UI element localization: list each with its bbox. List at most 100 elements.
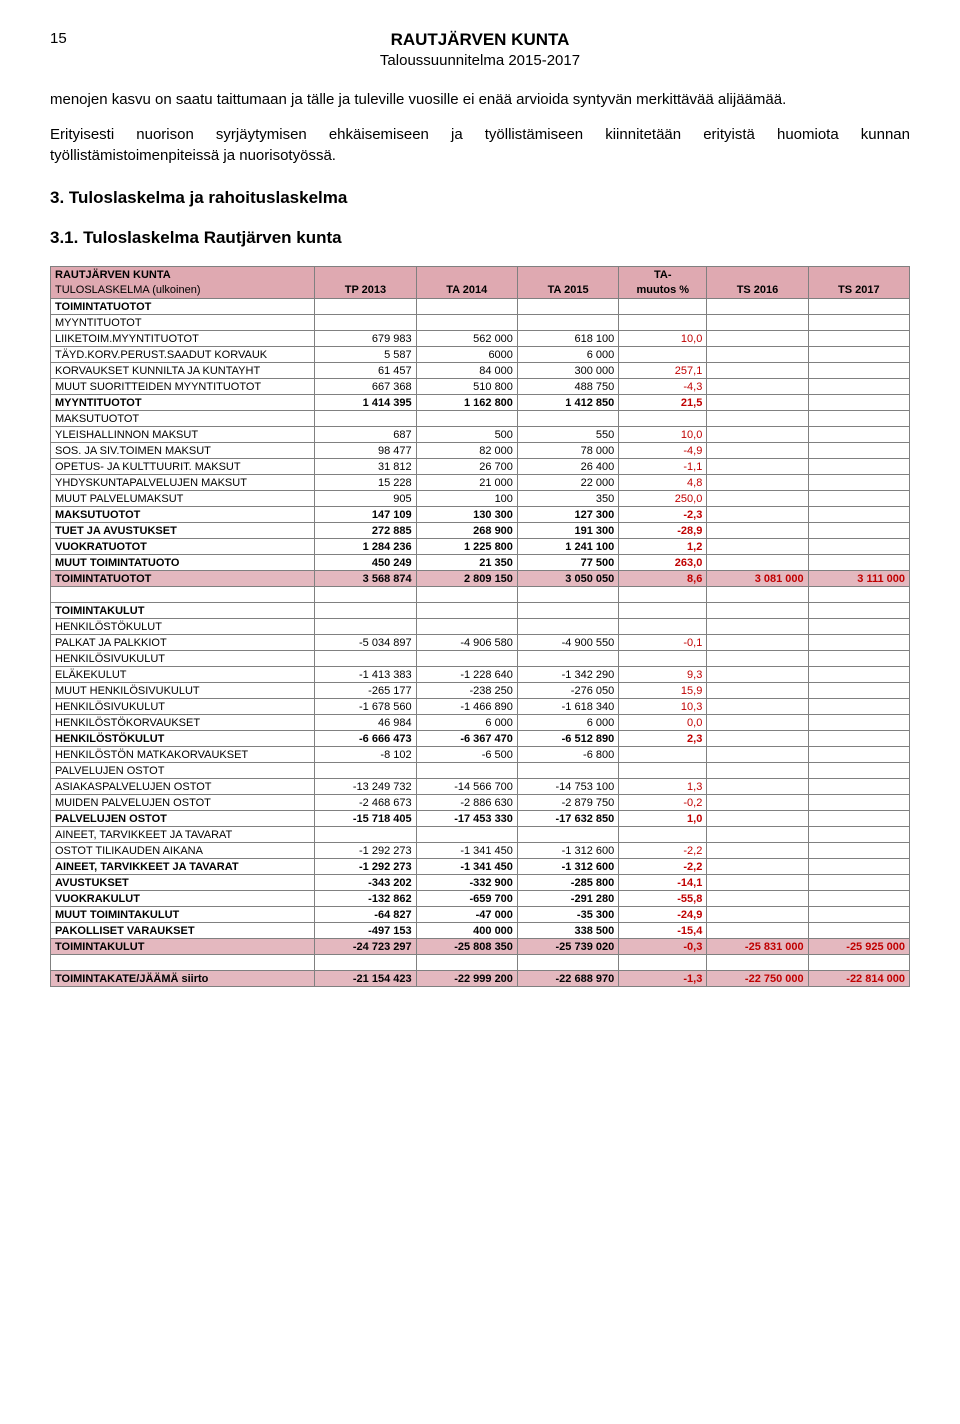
table-cell bbox=[808, 395, 909, 411]
table-cell: -25 739 020 bbox=[517, 939, 618, 955]
table-cell bbox=[707, 731, 808, 747]
row-label: PALVELUJEN OSTOT bbox=[51, 811, 315, 827]
row-label: AINEET, TARVIKKEET JA TAVARAT bbox=[51, 859, 315, 875]
table-row: HENKILÖSIVUKULUT bbox=[51, 651, 910, 667]
row-label: MUUT TOIMINTATUOTO bbox=[51, 555, 315, 571]
table-cell: -2,2 bbox=[619, 859, 707, 875]
table-cell bbox=[707, 955, 808, 971]
table-cell: 338 500 bbox=[517, 923, 618, 939]
table-row: MUUT SUORITTEIDEN MYYNTITUOTOT667 368510… bbox=[51, 379, 910, 395]
table-cell bbox=[707, 619, 808, 635]
table-cell: 9,3 bbox=[619, 667, 707, 683]
row-label: HENKILÖSIVUKULUT bbox=[51, 699, 315, 715]
row-label: PALVELUJEN OSTOT bbox=[51, 763, 315, 779]
table-cell bbox=[416, 827, 517, 843]
table-cell: -1,1 bbox=[619, 459, 707, 475]
table-header-cell: TP 2013 bbox=[315, 283, 416, 299]
table-cell: -1 413 383 bbox=[315, 667, 416, 683]
table-cell: -1 341 450 bbox=[416, 843, 517, 859]
table-cell: 147 109 bbox=[315, 507, 416, 523]
table-cell: -6 367 470 bbox=[416, 731, 517, 747]
table-row: MAKSUTUOTOT147 109130 300127 300-2,3 bbox=[51, 507, 910, 523]
table-cell bbox=[707, 795, 808, 811]
table-cell: 2 809 150 bbox=[416, 571, 517, 587]
table-cell bbox=[808, 811, 909, 827]
table-cell bbox=[315, 267, 416, 283]
table-row: VUOKRATUOTOT1 284 2361 225 8001 241 1001… bbox=[51, 539, 910, 555]
table-cell: -4 900 550 bbox=[517, 635, 618, 651]
table-cell bbox=[707, 539, 808, 555]
row-label: HENKILÖSTÖN MATKAKORVAUKSET bbox=[51, 747, 315, 763]
table-row: LIIKETOIM.MYYNTITUOTOT679 983562 000618 … bbox=[51, 331, 910, 347]
table-row: SOS. JA SIV.TOIMEN MAKSUT98 47782 00078 … bbox=[51, 443, 910, 459]
table-cell: -13 249 732 bbox=[315, 779, 416, 795]
table-cell: 272 885 bbox=[315, 523, 416, 539]
table-cell: 100 bbox=[416, 491, 517, 507]
table-cell bbox=[808, 539, 909, 555]
table-cell bbox=[416, 267, 517, 283]
table-cell bbox=[808, 619, 909, 635]
table-cell bbox=[808, 459, 909, 475]
table-cell bbox=[707, 635, 808, 651]
table-cell: TA- bbox=[619, 267, 707, 283]
table-row: TUET JA AVUSTUKSET272 885268 900191 300-… bbox=[51, 523, 910, 539]
table-cell: 350 bbox=[517, 491, 618, 507]
table-cell: 82 000 bbox=[416, 443, 517, 459]
table-cell bbox=[707, 475, 808, 491]
table-cell: 550 bbox=[517, 427, 618, 443]
table-cell bbox=[808, 683, 909, 699]
table-cell: 130 300 bbox=[416, 507, 517, 523]
table-cell bbox=[619, 827, 707, 843]
table-cell: 3 111 000 bbox=[808, 571, 909, 587]
table-cell: 687 bbox=[315, 427, 416, 443]
row-label bbox=[51, 587, 315, 603]
table-cell: -1 342 290 bbox=[517, 667, 618, 683]
table-cell bbox=[315, 651, 416, 667]
table-cell bbox=[707, 603, 808, 619]
table-cell: 77 500 bbox=[517, 555, 618, 571]
table-cell: -17 632 850 bbox=[517, 811, 618, 827]
table-row: PALVELUJEN OSTOT bbox=[51, 763, 910, 779]
table-cell: 257,1 bbox=[619, 363, 707, 379]
table-cell: -6 666 473 bbox=[315, 731, 416, 747]
table-cell bbox=[315, 619, 416, 635]
table-cell bbox=[808, 763, 909, 779]
table-cell bbox=[517, 299, 618, 315]
table-cell: 78 000 bbox=[517, 443, 618, 459]
table-cell bbox=[808, 635, 909, 651]
table-cell bbox=[315, 411, 416, 427]
table-cell: -35 300 bbox=[517, 907, 618, 923]
table-cell bbox=[707, 715, 808, 731]
table-cell bbox=[808, 875, 909, 891]
table-cell bbox=[707, 843, 808, 859]
table-cell bbox=[808, 795, 909, 811]
table-row: MUUT TOIMINTAKULUT-64 827-47 000-35 300-… bbox=[51, 907, 910, 923]
table-cell bbox=[707, 331, 808, 347]
table-cell: 26 700 bbox=[416, 459, 517, 475]
table-cell bbox=[808, 843, 909, 859]
table-cell bbox=[517, 827, 618, 843]
row-label bbox=[51, 955, 315, 971]
table-cell bbox=[416, 955, 517, 971]
row-label: OPETUS- JA KULTTUURIT. MAKSUT bbox=[51, 459, 315, 475]
table-cell: -6 800 bbox=[517, 747, 618, 763]
table-cell bbox=[808, 491, 909, 507]
table-cell: 1,0 bbox=[619, 811, 707, 827]
table-cell: 510 800 bbox=[416, 379, 517, 395]
row-label: TOIMINTAKATE/JÄÄMÄ siirto bbox=[51, 971, 315, 987]
table-row: HENKILÖSTÖKULUT bbox=[51, 619, 910, 635]
table-cell: 61 457 bbox=[315, 363, 416, 379]
table-cell: -2,2 bbox=[619, 843, 707, 859]
row-label: VUOKRATUOTOT bbox=[51, 539, 315, 555]
table-row: PALKAT JA PALKKIOT-5 034 897-4 906 580-4… bbox=[51, 635, 910, 651]
table-cell: -21 154 423 bbox=[315, 971, 416, 987]
heading-3: 3. Tuloslaskelma ja rahoituslaskelma bbox=[50, 188, 910, 208]
table-cell bbox=[808, 955, 909, 971]
table-cell: 46 984 bbox=[315, 715, 416, 731]
table-cell: -132 862 bbox=[315, 891, 416, 907]
table-cell: 3 568 874 bbox=[315, 571, 416, 587]
table-cell bbox=[808, 859, 909, 875]
document-header: RAUTJÄRVEN KUNTA Taloussuunnitelma 2015-… bbox=[50, 30, 910, 69]
table-cell bbox=[707, 587, 808, 603]
table-cell: 0,0 bbox=[619, 715, 707, 731]
